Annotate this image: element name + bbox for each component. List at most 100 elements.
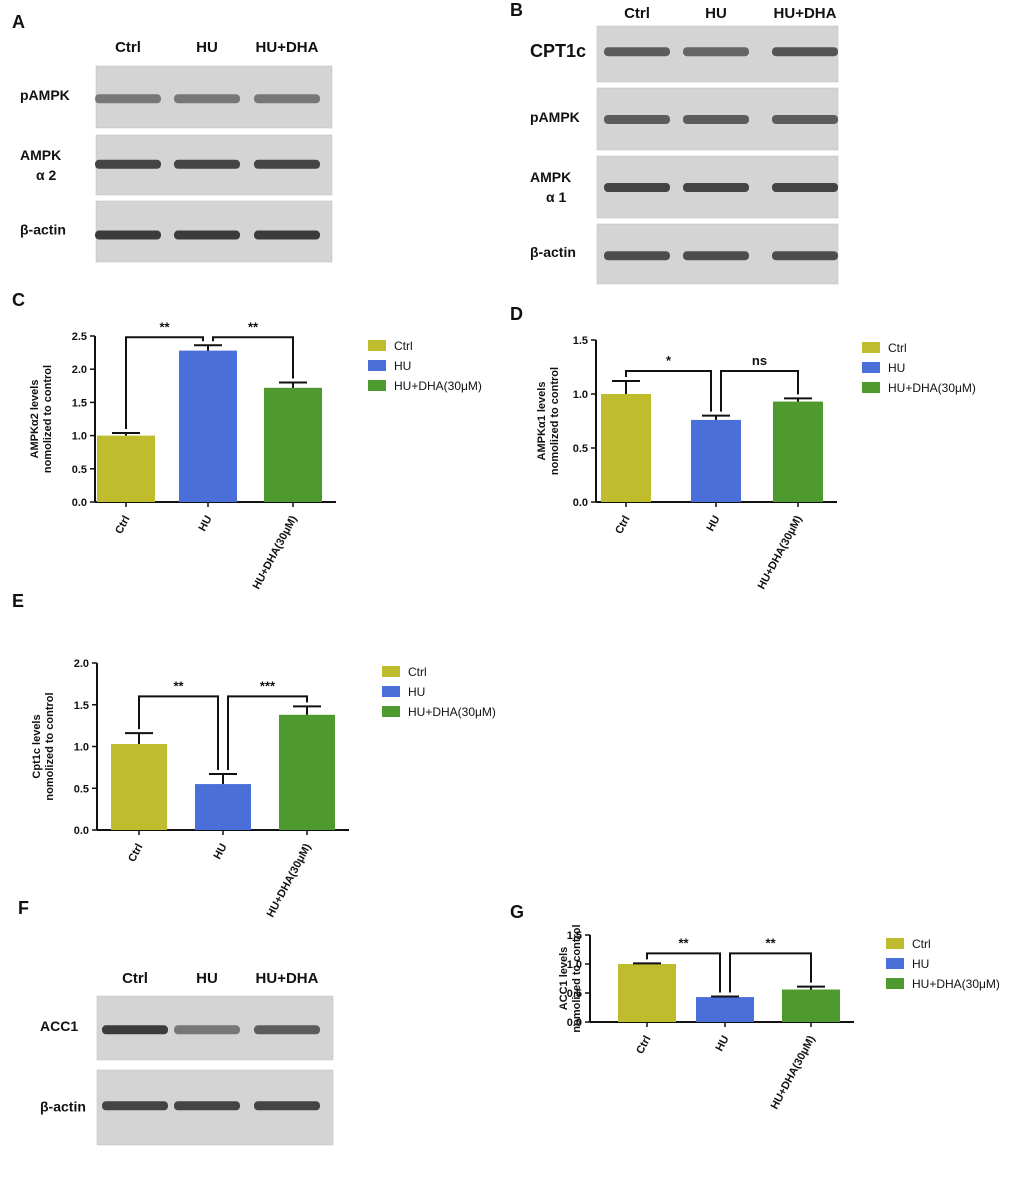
blot-row: ACC1 (40, 995, 334, 1061)
significance-bracket (729, 952, 812, 993)
bar (195, 784, 251, 830)
x-tick-label: Ctrl (613, 514, 632, 536)
significance-label: ** (678, 935, 689, 950)
significance-bracket (138, 695, 219, 771)
blot-row: β-actin (530, 223, 839, 285)
lane-label: HU+DHA (256, 39, 319, 56)
legend-swatch (368, 360, 386, 371)
bar (773, 401, 823, 502)
y-tick-label: 0.0 (573, 497, 588, 509)
bar (279, 714, 335, 830)
y-tick-label: 2.0 (72, 364, 87, 376)
y-tick-label: 1.5 (72, 397, 87, 409)
blot-panel-f: F Ctrl HU HU+DHA ACC1 β-actin (18, 898, 334, 1146)
legend-label: HU+DHA(30μM) (912, 977, 1000, 991)
bar (618, 964, 676, 1022)
legend-label: HU+DHA(30μM) (408, 705, 496, 719)
y-axis-label: nomolized to control (571, 924, 583, 1032)
blot-panel-b: B Ctrl HU HU+DHA CPT1c pAMPK AMPK α 1 β-actin (510, 0, 839, 285)
significance-label: ** (173, 678, 184, 693)
blot-band (604, 115, 670, 124)
blot-band (174, 1025, 240, 1035)
chart-panel-d: D 0.0 0.5 1.0 1.5 AMPKα1 levels nomolized to c… (510, 304, 976, 591)
blot-band (102, 1025, 168, 1035)
significance-bracket (720, 370, 799, 412)
blot-band (254, 159, 320, 169)
y-tick-label: 0.0 (72, 497, 87, 509)
blot-label: β-actin (40, 1098, 86, 1114)
chart-panel-g: G 0.0 0.5 1.0 1.5 ACC1 levels nomolized to con… (510, 902, 1000, 1111)
significance-bracket (212, 336, 294, 379)
blot-band (254, 230, 320, 240)
bar (264, 387, 322, 502)
legend-label: HU+DHA(30μM) (394, 379, 482, 393)
legend-swatch (886, 938, 904, 949)
blot-band (254, 1025, 320, 1035)
blot-row: β-actin (20, 200, 333, 263)
blot-panel-a: A Ctrl HU HU+DHA pAMPK AMPK α 2 β-actin (12, 12, 333, 263)
x-tick-label: Ctrl (113, 514, 132, 536)
significance-label: * (666, 353, 672, 368)
legend-label: Ctrl (888, 341, 907, 355)
bar (111, 743, 167, 830)
blot-row: CPT1c (530, 25, 839, 83)
lane-label: HU (196, 39, 218, 56)
legend-label: Ctrl (394, 339, 413, 353)
blot-label: AMPK (20, 147, 61, 163)
blot-label: ACC1 (40, 1018, 78, 1034)
blot-band (174, 1101, 240, 1111)
y-tick-label: 2.5 (72, 331, 87, 343)
x-tick-label: HU+DHA(30μM) (251, 513, 300, 591)
lane-label: Ctrl (115, 39, 141, 56)
blot-label: AMPK (530, 169, 571, 185)
y-tick-label: 1.0 (72, 431, 87, 443)
y-tick-label: 0.0 (567, 1017, 582, 1029)
bar (601, 394, 651, 502)
x-tick-label: HU+DHA(30μM) (769, 1033, 818, 1111)
blot-band (174, 94, 240, 104)
panel-label: C (12, 290, 25, 310)
blot-band (683, 251, 749, 261)
legend-swatch (382, 666, 400, 677)
chart-panel-c: C 0.0 0.5 1.0 1.5 2.0 2.5 AMPKα2 levels nomolize… (12, 290, 482, 591)
legend-swatch (886, 978, 904, 989)
significance-bracket (646, 952, 721, 993)
significance-bracket (125, 336, 204, 429)
y-tick-label: 1.5 (74, 700, 89, 712)
significance-label: ** (159, 319, 170, 334)
significance-label: ** (248, 319, 259, 334)
blot-band (683, 183, 749, 192)
blot-band (174, 230, 240, 240)
blot-label: pAMPK (530, 109, 580, 125)
y-tick-label: 1.5 (573, 335, 588, 347)
blot-band (772, 251, 838, 261)
blot-band (102, 1101, 168, 1111)
x-tick-label: HU (197, 514, 215, 534)
blot-band (604, 183, 670, 192)
blot-band (772, 183, 838, 192)
y-tick-label: 2.0 (74, 658, 89, 670)
blot-row: pAMPK (530, 87, 839, 151)
bar (691, 419, 741, 502)
legend-swatch (862, 382, 880, 393)
blot-band (683, 47, 749, 57)
lane-label: HU (196, 970, 218, 987)
y-tick-label: 0.5 (573, 443, 588, 455)
blot-band (772, 47, 838, 57)
bar (782, 989, 840, 1022)
y-axis-label: ACC1 levels (558, 947, 570, 1011)
blot-band (174, 159, 240, 169)
panel-label: G (510, 902, 524, 922)
y-axis-label: AMPKα1 levels (536, 382, 548, 461)
y-tick-label: 1.0 (573, 389, 588, 401)
legend-swatch (382, 686, 400, 697)
legend-swatch (886, 958, 904, 969)
blot-sublabel: α 2 (36, 167, 56, 183)
panel-label: B (510, 0, 523, 20)
x-tick-label: HU (714, 1034, 732, 1054)
blot-band (683, 115, 749, 124)
blot-band (254, 94, 320, 104)
x-tick-label: HU+DHA(30μM) (756, 513, 805, 591)
legend-label: Ctrl (408, 665, 427, 679)
